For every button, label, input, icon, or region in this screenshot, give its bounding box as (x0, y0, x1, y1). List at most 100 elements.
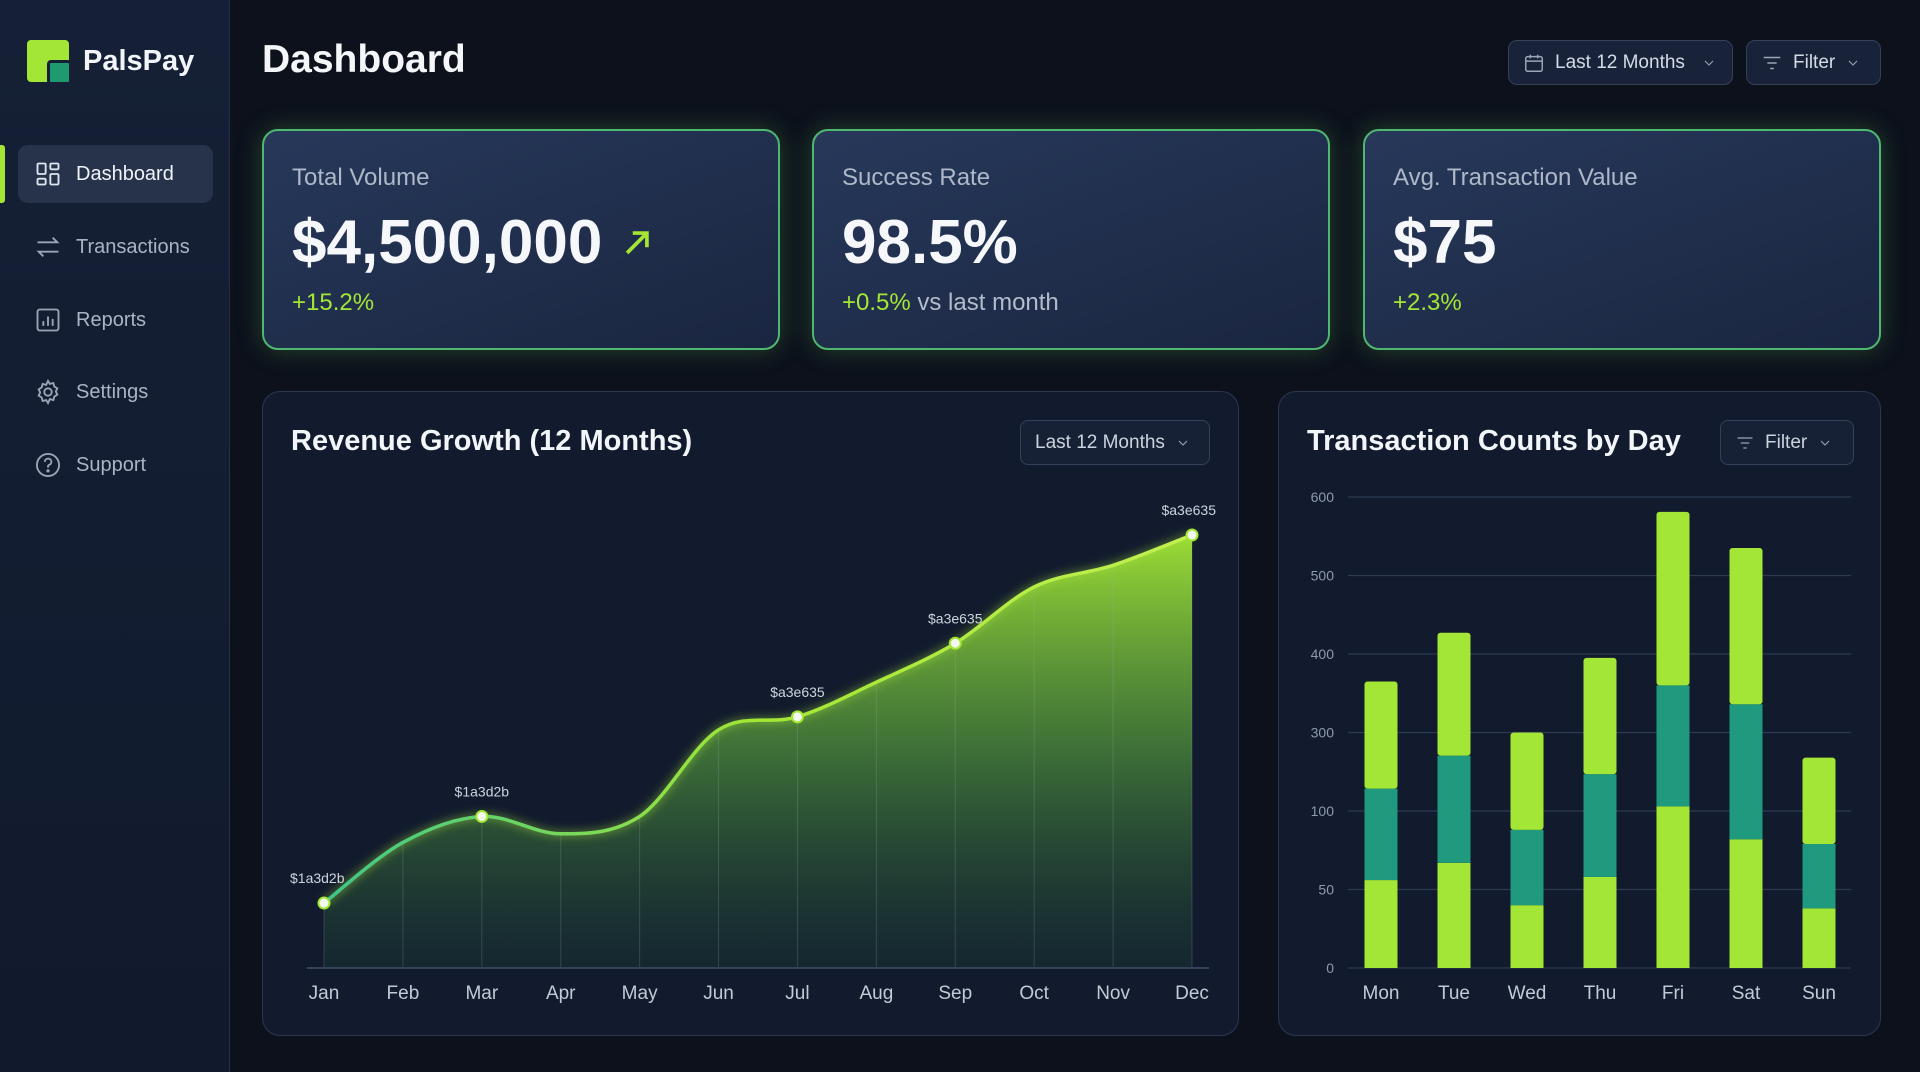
x-tick-label: Sat (1732, 983, 1761, 1004)
date-range-label: Last 12 Months (1555, 51, 1685, 73)
data-point (475, 809, 489, 823)
chevron-down-icon (1848, 60, 1858, 66)
help-circle-icon (35, 452, 61, 478)
sidebar-item-label: Support (76, 453, 147, 476)
date-range-dropdown[interactable]: Last 12 Months (1508, 40, 1733, 85)
bar-segment (1583, 657, 1617, 775)
filter-icon (1737, 436, 1753, 449)
revenue-range-label: Last 12 Months (1035, 431, 1165, 453)
data-point (948, 636, 962, 650)
revenue-line (322, 533, 1193, 905)
sidebar-item-label: Reports (76, 308, 147, 331)
card-value: $75 (1393, 208, 1497, 277)
revenue-range-dropdown[interactable]: Last 12 Months (1020, 420, 1210, 465)
y-tick-label: 300 (1311, 725, 1335, 741)
card-delta: +0.5% (842, 289, 911, 316)
x-tick-label: Nov (1096, 983, 1130, 1004)
area-fill (324, 535, 1192, 968)
sidebar: PalsPay Dashboard Transactions Reports S… (0, 0, 230, 1072)
transaction-counts-chart: 0 50 100 300 400 500 600 Mon Tue Wed Thu Fri Sat Sun (1311, 489, 1851, 1004)
sidebar-item-label: Dashboard (76, 162, 174, 185)
logo[interactable]: PalsPay (27, 40, 195, 85)
bar-segment (1656, 511, 1690, 686)
data-point (790, 710, 804, 724)
bar-segment (1437, 755, 1471, 863)
sidebar-item-transactions[interactable]: Transactions (18, 218, 213, 276)
filter-button[interactable]: Filter (1746, 40, 1881, 85)
x-tick-label: Jan (309, 983, 340, 1004)
bar-segment (1729, 839, 1763, 968)
x-tick-label: Aug (859, 983, 893, 1004)
card-delta: +15.2% (292, 289, 375, 316)
chevron-down-icon (1178, 440, 1188, 446)
data-label: $a3e635 (928, 610, 983, 626)
x-tick-label: Sep (938, 983, 972, 1004)
total-volume-card: Total Volume $4,500,000 +15.2% (262, 129, 780, 350)
x-tick-label: Wed (1508, 983, 1547, 1004)
card-value: $4,500,000 (292, 208, 603, 277)
bar-segment (1510, 829, 1544, 906)
revenue-growth-chart: Jan Feb Mar Apr May Jun Jul Aug Sep Oct Nov Dec $1a3… (290, 502, 1216, 1004)
y-tick-label: 600 (1311, 489, 1335, 505)
sidebar-item-support[interactable]: Support (18, 436, 213, 494)
transaction-counts-panel: 0 50 100 300 400 500 600 Mon Tue Wed Thu Fri Sat Sun … (1278, 391, 1881, 1036)
sidebar-item-label: Transactions (76, 235, 190, 258)
bar-segment (1802, 843, 1836, 909)
card-value-row: $4,500,000 (292, 207, 654, 278)
data-label: $a3e635 (1161, 502, 1216, 518)
gear-icon (37, 378, 59, 406)
data-label: $1a3d2b (455, 783, 510, 799)
sidebar-item-dashboard[interactable]: Dashboard (18, 145, 213, 203)
up-right-arrow-icon (626, 230, 650, 254)
bar-segment (1510, 905, 1544, 968)
revenue-growth-panel: Jan Feb Mar Apr May Jun Jul Aug Sep Oct Nov Dec $1a3… (262, 391, 1239, 1036)
bar-segment (1656, 806, 1690, 968)
x-tick-label: Apr (546, 983, 576, 1004)
transaction-filter-label: Filter (1765, 431, 1808, 453)
y-tick-label: 500 (1311, 568, 1335, 584)
arrows-swap-icon (36, 237, 60, 257)
card-label: Success Rate (842, 164, 991, 191)
bar-segment (1802, 757, 1836, 844)
y-tick-label: 400 (1311, 646, 1335, 662)
filter-label: Filter (1793, 51, 1836, 73)
x-tick-label: Thu (1584, 983, 1617, 1004)
chevron-down-icon (1820, 440, 1830, 446)
data-label: $a3e635 (770, 684, 825, 700)
bar-segment (1583, 774, 1617, 877)
x-tick-label: Jul (785, 983, 809, 1004)
bar-chart-icon (36, 308, 60, 332)
bar-segment (1656, 685, 1690, 807)
x-tick-label: Tue (1438, 983, 1470, 1004)
avg-transaction-card: Avg. Transaction Value $75 +2.3% (1363, 129, 1881, 350)
y-tick-label: 50 (1318, 882, 1334, 898)
bar-segment (1364, 880, 1398, 968)
data-label: $1a3d2b (290, 870, 345, 886)
x-tick-label: Sun (1802, 983, 1836, 1004)
x-tick-label: Oct (1019, 983, 1049, 1004)
data-point (317, 896, 331, 910)
x-tick-label: Dec (1175, 983, 1209, 1004)
panel-title: Revenue Growth (12 Months) (291, 425, 693, 457)
success-rate-card: Success Rate 98.5% +0.5% vs last month (812, 129, 1330, 350)
grid-icon (36, 162, 60, 186)
card-delta: +2.3% (1393, 289, 1462, 316)
x-tick-label: Mon (1363, 983, 1400, 1004)
bar-segment (1437, 632, 1471, 756)
card-label: Avg. Transaction Value (1393, 164, 1638, 191)
x-tick-label: Feb (387, 983, 420, 1004)
bar-segment (1437, 862, 1471, 968)
y-tick-label: 0 (1326, 960, 1334, 976)
bar-segment (1583, 876, 1617, 968)
bar-segment (1729, 548, 1763, 705)
bar-segment (1364, 788, 1398, 881)
panel-title: Transaction Counts by Day (1307, 425, 1681, 457)
x-tick-label: Mar (465, 983, 498, 1004)
app-name: PalsPay (83, 44, 195, 77)
palspay-logo-icon (27, 40, 72, 85)
transaction-filter-button[interactable]: Filter (1720, 420, 1854, 465)
sidebar-item-reports[interactable]: Reports (18, 291, 213, 349)
sidebar-item-settings[interactable]: Settings (18, 363, 213, 421)
calendar-icon (1525, 54, 1543, 72)
page-title: Dashboard (262, 38, 466, 81)
